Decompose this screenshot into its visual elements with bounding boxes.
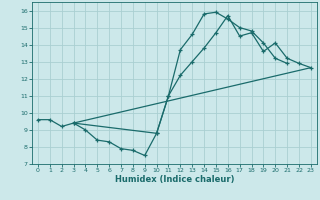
X-axis label: Humidex (Indice chaleur): Humidex (Indice chaleur) bbox=[115, 175, 234, 184]
